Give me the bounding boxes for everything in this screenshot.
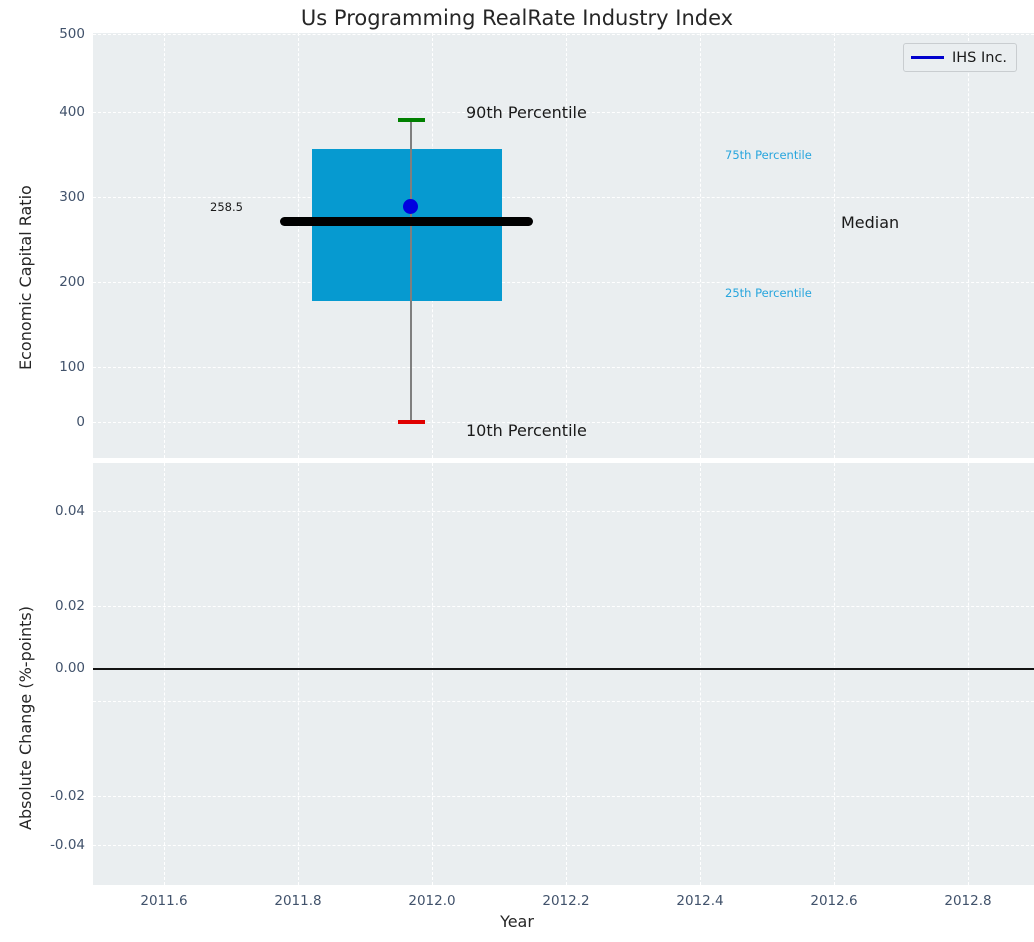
y-tick-label: 300 [59, 189, 85, 205]
vertical-gridline [700, 33, 701, 458]
y-tick-label: 400 [59, 104, 85, 120]
legend[interactable]: IHS Inc. [903, 43, 1018, 72]
vertical-gridline [164, 463, 165, 885]
y-axis-ticks-bottom: 0.04 0.02 0.00 -0.02 -0.04 [0, 463, 85, 885]
panel-economic-capital-ratio [93, 33, 1034, 458]
x-tick-label: 2012.0 [408, 893, 456, 909]
y-tick-label: 0.04 [54, 503, 85, 519]
vertical-gridline [968, 33, 969, 458]
x-axis-title: Year [500, 912, 534, 931]
vertical-gridline [432, 463, 433, 885]
vertical-gridline [566, 33, 567, 458]
horizontal-gridline [93, 701, 1034, 702]
vertical-gridline [298, 463, 299, 885]
panel-absolute-change [93, 463, 1034, 885]
x-tick-label: 2012.8 [944, 893, 992, 909]
y-tick-label: 0.02 [54, 598, 85, 614]
x-tick-label: 2011.8 [274, 893, 322, 909]
y-tick-label: 200 [59, 274, 85, 290]
vertical-gridline [700, 463, 701, 885]
vertical-gridline [298, 33, 299, 458]
annotation-25th-percentile: 25th Percentile [725, 286, 812, 300]
annotation-median-value: 258.5 [210, 200, 243, 214]
legend-entry-label: IHS Inc. [952, 49, 1008, 66]
legend-line-icon [911, 56, 944, 59]
horizontal-gridline [93, 845, 1034, 846]
annotation-10th-percentile: 10th Percentile [466, 421, 587, 440]
horizontal-gridline [93, 796, 1034, 797]
horizontal-gridline [93, 422, 1034, 423]
whisker-line [410, 120, 412, 422]
annotation-90th-percentile: 90th Percentile [466, 103, 587, 122]
y-axis-title-bottom: Absolute Change (%-points) [16, 606, 35, 830]
y-tick-label: 0 [76, 414, 85, 430]
horizontal-gridline [93, 112, 1034, 113]
horizontal-gridline [93, 282, 1034, 283]
y-axis-title-top: Economic Capital Ratio [16, 185, 35, 370]
vertical-gridline [834, 33, 835, 458]
annotation-median: Median [841, 213, 900, 232]
y-axis-ticks-top: 500 400 300 200 100 0 [0, 26, 85, 458]
vertical-gridline [164, 33, 165, 458]
median-bar [280, 217, 533, 226]
horizontal-gridline [93, 606, 1034, 607]
horizontal-gridline [93, 367, 1034, 368]
x-tick-label: 2012.6 [810, 893, 858, 909]
y-tick-label: -0.04 [50, 837, 85, 853]
vertical-gridline [834, 463, 835, 885]
whisker-cap-p90-icon [398, 118, 425, 122]
x-tick-label: 2012.4 [676, 893, 724, 909]
whisker-cap-p10-icon [398, 420, 425, 424]
horizontal-gridline [93, 197, 1034, 198]
x-tick-label: 2012.2 [542, 893, 590, 909]
x-tick-label: 2011.6 [140, 893, 188, 909]
vertical-gridline [968, 463, 969, 885]
chart-title: Us Programming RealRate Industry Index [300, 6, 734, 30]
y-tick-label: -0.02 [50, 788, 85, 804]
horizontal-gridline [93, 34, 1034, 35]
y-tick-label: 100 [59, 359, 85, 375]
company-value-dot [403, 199, 418, 214]
y-tick-label: 500 [59, 26, 85, 42]
y-tick-label: 0.00 [54, 660, 85, 676]
horizontal-gridline [93, 511, 1034, 512]
zero-reference-line [93, 668, 1034, 671]
vertical-gridline [566, 463, 567, 885]
annotation-75th-percentile: 75th Percentile [725, 148, 812, 162]
